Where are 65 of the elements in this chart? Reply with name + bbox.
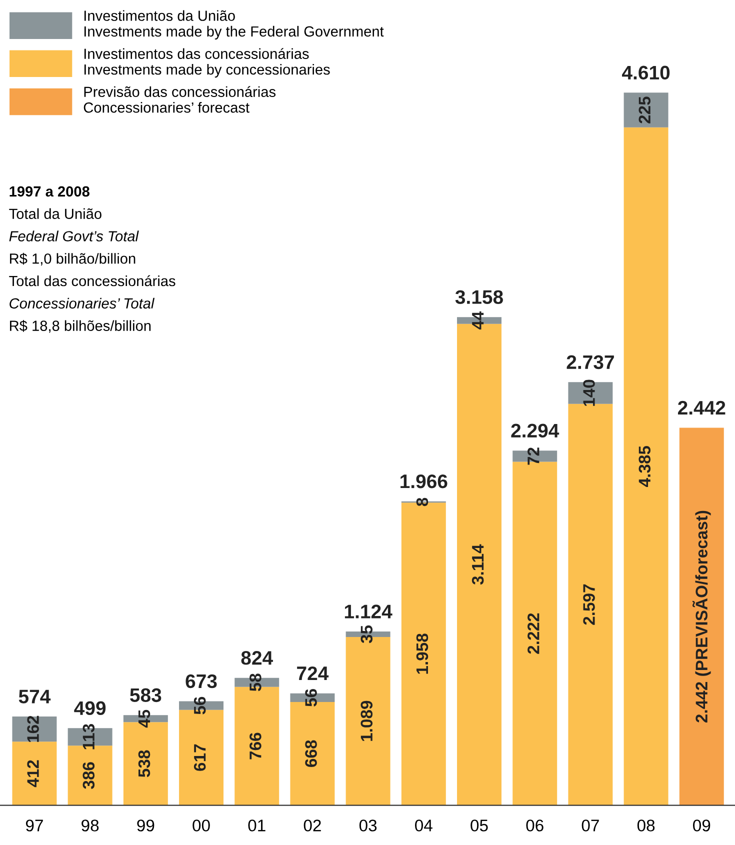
data-label: 386 (82, 762, 95, 789)
data-label: 225 (638, 96, 651, 124)
x-tick-label: 07 (582, 820, 599, 832)
total-label: 583 (130, 688, 162, 702)
total-label: 1.124 (344, 604, 392, 618)
annotation: 1997 a 2008 (10, 186, 90, 197)
data-label: 412 (27, 760, 39, 788)
total-label: 724 (297, 666, 329, 680)
x-tick-label: 01 (248, 820, 266, 832)
data-label: 140 (583, 380, 595, 406)
x-tick-label: 08 (637, 820, 655, 832)
data-label: 44 (472, 311, 484, 330)
total-label: 1.966 (400, 474, 448, 488)
total-label: 3.158 (455, 290, 503, 304)
bar (12, 742, 57, 806)
total-label: 499 (74, 701, 106, 716)
x-tick-label: 00 (192, 820, 210, 832)
annotation: Total das concessionárias (9, 275, 176, 286)
data-label: 56 (305, 689, 317, 706)
annotation: Federal Govt’s Total (9, 230, 139, 242)
data-label: 2.222 (528, 613, 540, 654)
x-tick-label: 06 (526, 820, 544, 832)
total-label: 574 (18, 690, 51, 704)
data-label: 3.114 (472, 544, 484, 585)
total-label: 2.737 (566, 355, 614, 370)
x-tick-label: 97 (26, 820, 43, 832)
total-label: 673 (186, 674, 217, 688)
data-label: 58 (250, 674, 262, 692)
total-label: 4.610 (622, 66, 670, 80)
data-label: 72 (528, 448, 540, 465)
bar (624, 127, 668, 806)
data-label: 35 (360, 625, 373, 644)
data-label: 538 (138, 750, 150, 778)
annotation: Total da União (9, 208, 102, 220)
total-label: 2.294 (511, 424, 560, 438)
data-label: 1.958 (416, 634, 428, 674)
x-tick-label: 09 (693, 820, 710, 832)
x-tick-label: 98 (82, 820, 99, 832)
data-label: 45 (138, 710, 150, 728)
total-label: 824 (241, 651, 273, 665)
legend-label: Investimentos das concessionárias Investments made by concessionaries (84, 48, 330, 78)
data-label: 2.442 (PREVISÃO/forecast) (692, 510, 711, 722)
data-label: 56 (194, 696, 206, 714)
legend-label: Previsão das concessionárias Concessionaries’ forecast (84, 86, 276, 113)
annotation: Concessionaries’ Total (10, 298, 155, 309)
bar (624, 92, 668, 128)
data-label: 2.597 (583, 584, 595, 625)
x-tick-label: 02 (304, 820, 321, 832)
data-label: 668 (305, 740, 317, 767)
data-label: 617 (194, 744, 206, 771)
bar (679, 428, 724, 806)
annotation: R$ 18,8 bilhões/billion (10, 320, 151, 333)
data-label: 162 (27, 716, 39, 742)
x-tick-label: 04 (415, 820, 432, 832)
legend-label: Investimentos da União Investments made by the Federal Government (84, 10, 384, 40)
x-tick-label: 99 (137, 820, 154, 832)
total-label: 2.442 (678, 400, 726, 414)
x-tick-label: 03 (359, 820, 377, 832)
data-label: 113 (82, 724, 95, 750)
data-label: 4.385 (638, 446, 651, 487)
data-label: 766 (250, 732, 262, 760)
annotation: R$ 1,0 bilhão/billion (10, 252, 136, 266)
data-label: 1.089 (360, 700, 373, 741)
x-tick-label: 05 (470, 820, 488, 832)
data-label: 8 (416, 498, 428, 506)
